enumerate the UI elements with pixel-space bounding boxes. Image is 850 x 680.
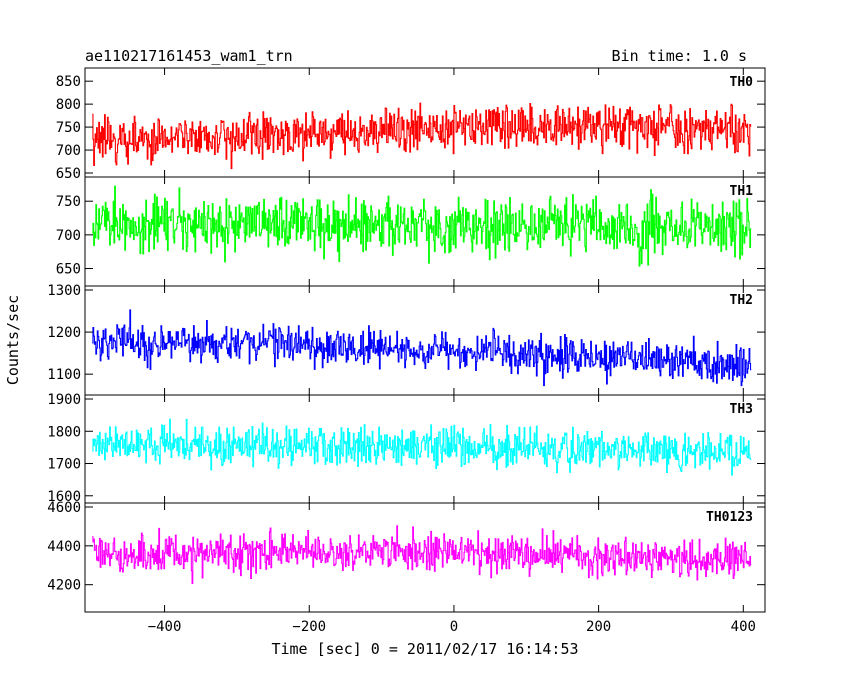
y-tick-label: 700 [56,228,81,244]
series-line-th0123 [92,525,752,584]
y-tick-label: 750 [56,120,81,136]
y-tick-label: 1100 [47,367,81,383]
panel-label-th0123: TH0123 [706,510,753,525]
y-tick-label: 1200 [47,325,81,341]
y-tick-label: 650 [56,166,81,182]
panel-frame [84,502,766,613]
series-line-th3 [92,418,752,476]
y-tick-label: 4200 [47,578,81,594]
panels: 650 700 750 800 850 TH0 650 700 750 TH1 1100 1200 13… [47,67,766,635]
y-tick-label: 750 [56,194,81,210]
x-axis-label: Time [sec] 0 = 2011/02/17 16:14:53 [271,640,578,658]
series-line-th0 [92,102,752,170]
panel-label-th0: TH0 [730,75,754,90]
x-tick-label: −200 [292,619,326,635]
panel-th2: 1100 1200 1300 TH2 [47,283,766,396]
panel-th0123: 4200 4400 4600 TH0123 [47,500,766,613]
panel-label-th2: TH2 [730,293,753,308]
panel-th0: 650 700 750 800 850 TH0 [56,67,766,182]
y-axis-label: Counts/sec [4,295,22,385]
y-tick-label: 1600 [47,489,81,505]
x-tick-label: 0 [450,619,458,635]
series-line-th1 [92,185,752,267]
bin-time-label: Bin time: 1.0 s [612,47,747,65]
panel-label-th3: TH3 [730,402,753,417]
y-tick-label: 1300 [47,283,81,299]
y-tick-label: 4600 [47,500,81,516]
y-tick-label: 4400 [47,539,81,555]
y-tick-label: 1800 [47,424,81,440]
y-tick-label: 1700 [47,457,81,473]
x-tick-label: 200 [586,619,611,635]
x-tick-label: 400 [731,619,756,635]
panel-th3: 1600 1700 1800 1900 TH3 [47,392,766,505]
y-tick-label: 1900 [47,392,81,408]
figure-title: ae110217161453_wam1_trn [85,47,293,65]
y-tick-label: 700 [56,143,81,159]
panel-th1: 650 700 750 TH1 [56,176,766,287]
series-line-th2 [92,309,752,387]
y-tick-label: 800 [56,97,81,113]
y-tick-label: 650 [56,262,81,278]
y-tick-label: 850 [56,74,81,90]
x-tick-label: −400 [148,619,182,635]
panel-label-th1: TH1 [730,184,754,199]
